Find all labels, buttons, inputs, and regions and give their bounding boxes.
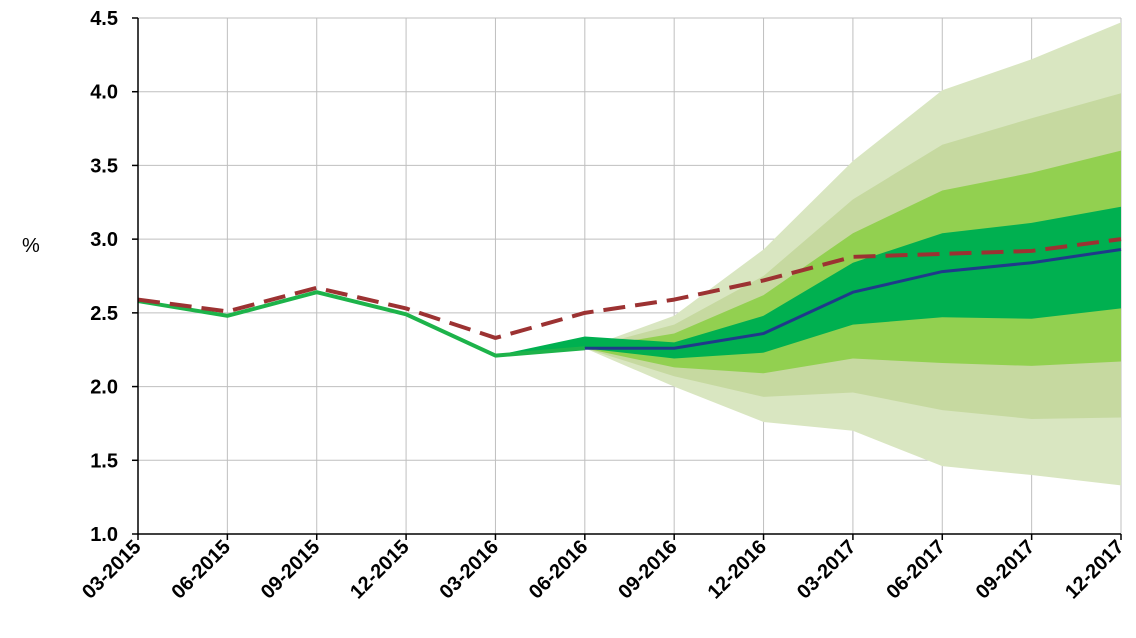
y-tick-label: 1.5: [90, 450, 118, 472]
axes: [132, 17, 1122, 540]
x-tick-label: 09-2017: [972, 536, 1039, 603]
y-tick-label: 4.0: [90, 82, 118, 104]
y-tick-label: 2.0: [90, 377, 118, 399]
x-tick-label: 12-2015: [346, 536, 413, 603]
x-tick-label: 12-2016: [704, 536, 771, 603]
y-tick-labels: 1.0 1.5 2.0 2.5 3.0 3.5 4.0 4.5: [90, 8, 118, 546]
fan-band: [495, 206, 1121, 359]
x-tick-label: 09-2016: [614, 536, 681, 603]
y-tick-label: 2.5: [90, 303, 118, 325]
y-axis-label: %: [22, 235, 40, 257]
fan-bands: [495, 22, 1121, 486]
x-tick-label: 06-2016: [525, 536, 592, 603]
y-tick-label: 3.0: [90, 229, 118, 251]
series-lines: [137, 237, 1122, 358]
x-tick-label: 03-2017: [793, 536, 860, 603]
y-tick-label: 4.5: [90, 8, 118, 30]
x-tick-labels: 03-2015 06-2015 09-2015 12-2015 03-2016 06-20…: [78, 536, 1128, 603]
x-tick-label: 06-2017: [882, 536, 949, 603]
series-line: [584, 247, 1122, 350]
x-tick-label: 03-2016: [436, 536, 503, 603]
x-tick-label: 03-2015: [78, 536, 145, 603]
y-tick-label: 1.0: [90, 524, 118, 546]
x-tick-label: 12-2017: [1061, 536, 1128, 603]
series-line: [137, 237, 1122, 340]
x-tick-label: 06-2015: [167, 536, 234, 603]
y-tick-label: 3.5: [90, 155, 118, 177]
x-tick-label: 09-2015: [257, 536, 324, 603]
series-line: [137, 290, 585, 358]
